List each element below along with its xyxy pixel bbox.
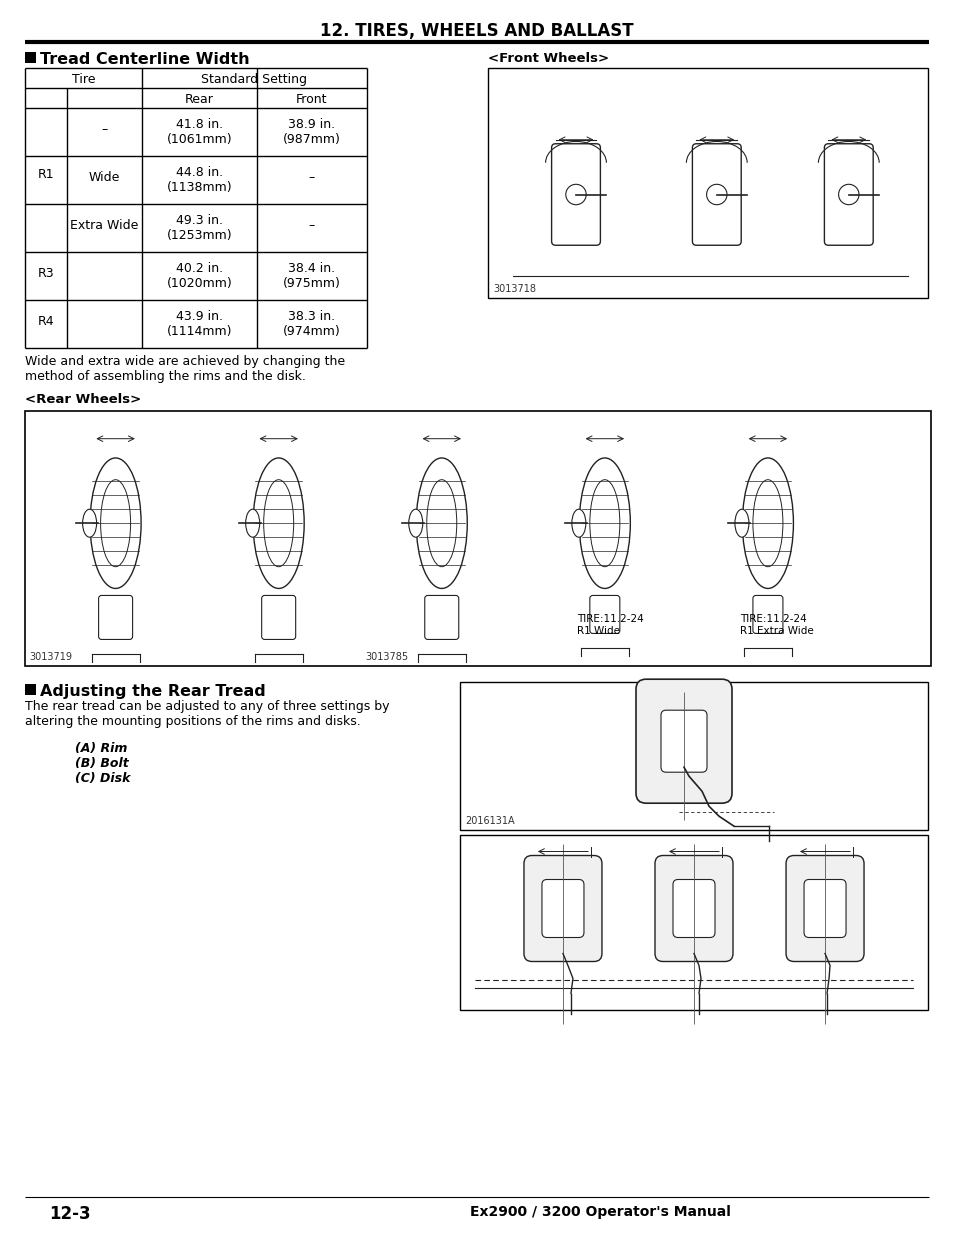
Text: Rear: Rear [185,93,213,106]
Text: 40.2 in.
(1020mm): 40.2 in. (1020mm) [167,262,233,290]
Text: Adjusting the Rear Tread: Adjusting the Rear Tread [40,684,266,699]
Text: 12. TIRES, WHEELS AND BALLAST: 12. TIRES, WHEELS AND BALLAST [320,22,633,40]
Ellipse shape [246,509,259,537]
Text: 44.8 in.
(1138mm): 44.8 in. (1138mm) [167,165,233,194]
Text: TIRE:11.2-24
R1 Extra Wide: TIRE:11.2-24 R1 Extra Wide [740,614,813,636]
Bar [459,682,927,830]
Bar [25,411,930,666]
FancyBboxPatch shape [660,710,706,772]
Text: 2016131A: 2016131A [464,816,514,826]
Text: TIRE:11.2-24
R1 Wide: TIRE:11.2-24 R1 Wide [577,614,643,636]
FancyBboxPatch shape [636,679,731,803]
Bar [25,684,36,695]
Text: 38.9 in.
(987mm): 38.9 in. (987mm) [283,119,340,146]
FancyBboxPatch shape [672,879,714,937]
FancyBboxPatch shape [541,879,583,937]
Text: 49.3 in.
(1253mm): 49.3 in. (1253mm) [167,214,233,242]
FancyBboxPatch shape [752,595,782,634]
FancyBboxPatch shape [803,879,845,937]
Text: Tread Centerline Width: Tread Centerline Width [40,52,250,67]
FancyBboxPatch shape [523,856,601,962]
Text: Wide: Wide [89,170,120,184]
Text: Ex2900 / 3200 Operator's Manual: Ex2900 / 3200 Operator's Manual [469,1205,730,1219]
Text: 38.4 in.
(975mm): 38.4 in. (975mm) [283,262,340,290]
Text: Extra Wide: Extra Wide [71,219,138,232]
Bar [488,68,927,298]
Text: 41.8 in.
(1061mm): 41.8 in. (1061mm) [167,119,233,146]
Text: R4: R4 [38,315,54,329]
Bar [25,52,36,63]
Text: The rear tread can be adjusted to any of three settings by
altering the mounting: The rear tread can be adjusted to any of… [25,700,389,727]
Text: 3013785: 3013785 [365,652,408,662]
Text: <Rear Wheels>: <Rear Wheels> [25,393,141,406]
Text: 43.9 in.
(1114mm): 43.9 in. (1114mm) [167,310,232,338]
Text: 12-3: 12-3 [50,1205,91,1223]
Bar [459,835,927,1010]
Ellipse shape [83,509,96,537]
FancyBboxPatch shape [424,595,458,640]
Text: Tire: Tire [71,73,95,86]
Text: 3013718: 3013718 [493,284,536,294]
Text: 38.3 in.
(974mm): 38.3 in. (974mm) [283,310,340,338]
Text: Front: Front [296,93,328,106]
Text: –: – [309,170,314,184]
Text: <Front Wheels>: <Front Wheels> [488,52,608,65]
Text: 3013719: 3013719 [29,652,71,662]
FancyBboxPatch shape [655,856,732,962]
Ellipse shape [571,509,585,537]
Text: (A) Rim
(B) Bolt
(C) Disk: (A) Rim (B) Bolt (C) Disk [75,742,131,785]
FancyBboxPatch shape [785,856,863,962]
FancyBboxPatch shape [261,595,295,640]
FancyBboxPatch shape [589,595,619,634]
Text: Standard Setting: Standard Setting [201,73,307,86]
Text: –: – [309,219,314,232]
Text: R1: R1 [38,168,54,182]
Ellipse shape [408,509,422,537]
Text: –: – [101,124,108,136]
Text: Wide and extra wide are achieved by changing the
method of assembling the rims a: Wide and extra wide are achieved by chan… [25,354,345,383]
Ellipse shape [734,509,748,537]
Text: R3: R3 [38,267,54,280]
FancyBboxPatch shape [98,595,132,640]
